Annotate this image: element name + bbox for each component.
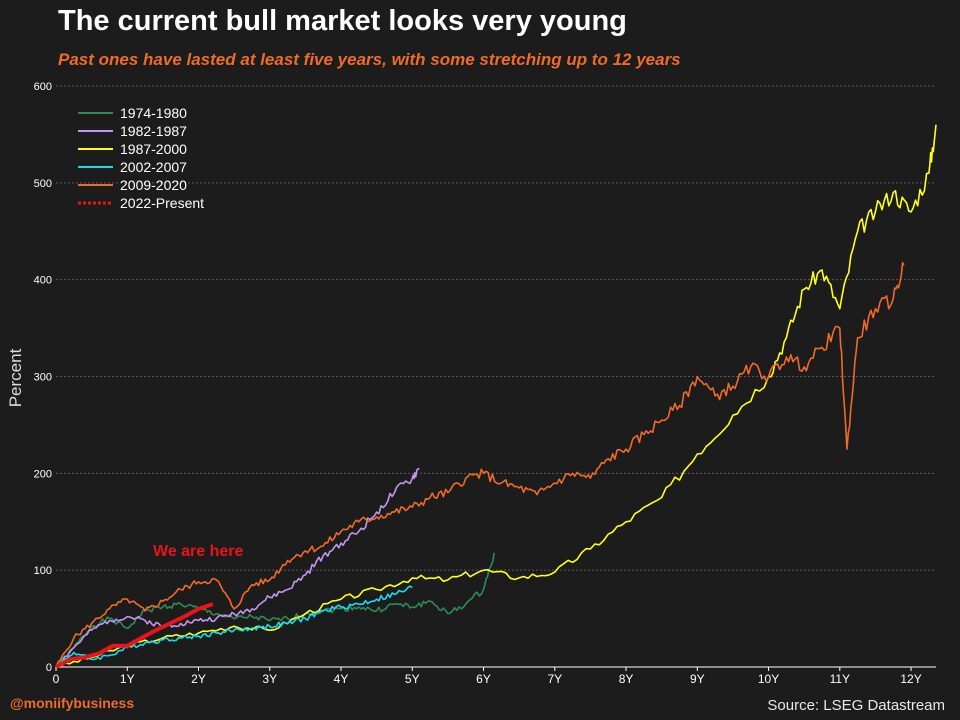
y-axis-title: Percent [6, 348, 25, 407]
source-note: Source: LSEG Datastream [767, 697, 945, 714]
series-line-2009-2020 [55, 262, 905, 668]
legend-label: 1987-2000 [120, 141, 187, 157]
y-tick-label: 0 [46, 662, 52, 674]
x-tick-label: 4Y [334, 672, 349, 686]
annotation-we-are-here: We are here [153, 543, 244, 560]
legend-label: 2022-Present [120, 195, 204, 211]
x-tick-label: 5Y [405, 672, 420, 686]
x-tick-label: 1Y [120, 672, 135, 686]
legend-label: 2002-2007 [120, 159, 187, 175]
author-handle: @moniifybusiness [10, 695, 135, 711]
y-tick-label: 100 [34, 565, 52, 577]
y-tick-label: 200 [34, 468, 52, 480]
series-line-1987-2000 [55, 124, 937, 668]
x-tick-label: 7Y [547, 672, 562, 686]
x-tick-label: 3Y [262, 672, 277, 686]
series-line-2002-2007 [55, 585, 413, 668]
x-tick-label: 9Y [690, 672, 705, 686]
y-tick-label: 600 [34, 81, 52, 93]
x-tick-label: 11Y [830, 672, 850, 686]
series-line-2022-present [55, 602, 214, 669]
legend-label: 1974-1980 [120, 105, 187, 121]
chart-subtitle: Past ones have lasted at least five year… [58, 50, 681, 69]
x-tick-label: 12Y [900, 672, 921, 686]
series-line-1974-1980 [55, 552, 495, 668]
y-tick-label: 300 [34, 372, 52, 384]
x-tick-label: 10Y [758, 672, 779, 686]
x-tick-label: 6Y [476, 672, 491, 686]
y-tick-label: 400 [34, 275, 52, 287]
series-line-1982-1987 [55, 467, 420, 668]
x-tick-label: 2Y [191, 672, 206, 686]
chart-title: The current bull market looks very young [58, 5, 627, 37]
x-tick-label: 8Y [619, 672, 634, 686]
legend-label: 2009-2020 [120, 177, 187, 193]
y-tick-label: 500 [34, 178, 52, 190]
legend-label: 1982-1987 [120, 123, 187, 139]
x-tick-label: 0 [53, 672, 60, 686]
